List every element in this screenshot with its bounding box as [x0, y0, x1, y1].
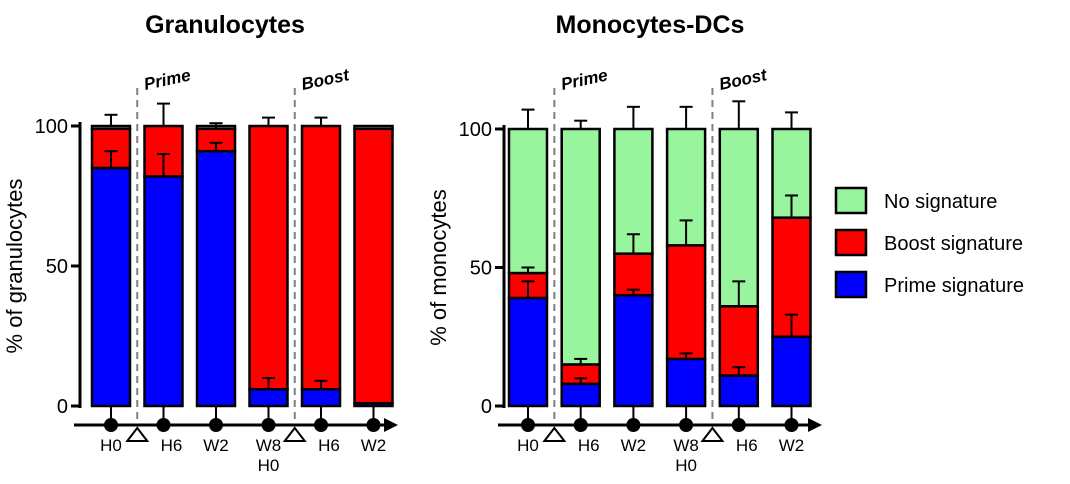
time-marker-label: Boost: [300, 65, 352, 94]
bar-segment-no-signature: [560, 127, 601, 366]
bar-segment-no-signature: [353, 124, 394, 131]
x-tick-label: H0: [100, 436, 122, 455]
x-tick-label: W2: [203, 436, 229, 455]
monocytes-panel: Monocytes-DCs % of monocytes 0 50 100 Prime Bo…: [426, 11, 822, 475]
bar-segment-prime-signature: [90, 166, 132, 408]
time-marker-label: Prime: [142, 66, 192, 94]
timepoint-dot-icon: [521, 418, 535, 432]
vaccination-triangle-icon: [282, 426, 307, 442]
vaccination-triangle-icon: [125, 426, 150, 442]
legend-swatch: [834, 186, 868, 215]
vaccination-triangle-icon: [700, 426, 725, 442]
timepoint-dot-icon: [573, 418, 588, 432]
bar-segment-prime-signature: [507, 296, 549, 408]
x-tick-sublabel: H0: [675, 456, 697, 475]
y-tick-label: 50: [470, 258, 492, 280]
y-tick-label: 100: [35, 116, 68, 138]
timepoint-dot-icon: [626, 418, 641, 432]
timepoint-dot-icon: [366, 418, 381, 432]
x-tick-label: H0: [517, 436, 539, 455]
legend-swatch: [834, 270, 868, 299]
bar-segment-boost-signature: [353, 127, 394, 405]
bar-segment-prime-signature: [143, 175, 184, 408]
timepoint-dot-icon: [679, 418, 694, 432]
legend-swatch: [834, 228, 868, 257]
x-tick-label: W2: [361, 436, 387, 455]
legend: No signature Boost signature Prime signatu…: [834, 186, 1024, 299]
bar-segment-no-signature: [613, 127, 654, 255]
y-tick-label: 50: [46, 256, 68, 278]
time-marker-label: Boost: [717, 65, 769, 94]
x-tick-label: H6: [161, 436, 183, 455]
bar-segment-prime-signature: [771, 335, 812, 408]
timepoint-dot-icon: [156, 418, 171, 432]
legend-label: Prime signature: [884, 275, 1024, 297]
x-tick-label: H6: [318, 436, 340, 455]
y-axis-label: % of granulocytes: [2, 179, 27, 354]
timepoint-dot-icon: [261, 418, 276, 432]
timepoint-dot-icon: [209, 418, 223, 432]
y-tick-label: 0: [481, 396, 492, 418]
timepoint-dot-icon: [731, 418, 746, 432]
bar-segment-no-signature: [718, 127, 760, 308]
y-tick-label: 100: [459, 119, 492, 141]
x-tick-label: W8: [256, 436, 282, 455]
x-tick-label: W2: [779, 436, 805, 455]
bar-segment-boost-signature: [665, 244, 707, 361]
x-tick-label: H6: [736, 436, 758, 455]
y-tick-label: 0: [57, 396, 68, 418]
bar-segment-boost-signature: [300, 124, 342, 391]
legend-label: No signature: [884, 191, 997, 213]
time-marker-label: Prime: [559, 66, 609, 94]
x-tick-sublabel: H0: [258, 456, 280, 475]
x-tick-label: W2: [621, 436, 647, 455]
chart-title: Granulocytes: [145, 11, 305, 39]
timeline-arrow-icon: [808, 418, 822, 432]
bar-segment-no-signature: [507, 127, 549, 275]
bar-segment-boost-signature: [613, 252, 654, 297]
timeline-arrow-icon: [384, 418, 398, 432]
x-tick-label: W8: [673, 436, 699, 455]
legend-label: Boost signature: [884, 233, 1023, 255]
bar-segment-boost-signature: [248, 124, 289, 391]
bar-segment-prime-signature: [248, 387, 289, 408]
timepoint-dot-icon: [784, 418, 799, 432]
bar-segment-prime-signature: [300, 387, 342, 408]
bar-segment-prime-signature: [195, 149, 237, 408]
bar-segment-prime-signature: [718, 374, 760, 408]
bar-segment-prime-signature: [613, 293, 654, 408]
bar-segment-prime-signature: [560, 382, 601, 408]
bar-segment-boost-signature: [718, 305, 760, 377]
granulocytes-panel: Granulocytes % of granulocytes 0 50 100 Prime…: [2, 11, 398, 475]
bar-segment-prime-signature: [665, 357, 707, 408]
bar-segment-no-signature: [90, 124, 132, 131]
timepoint-dot-icon: [314, 418, 328, 432]
x-tick-label: H6: [578, 436, 600, 455]
timepoint-dot-icon: [104, 418, 118, 432]
y-axis-label: % of monocytes: [426, 189, 451, 346]
vaccination-triangle-icon: [542, 426, 567, 442]
chart-title: Monocytes-DCs: [556, 11, 745, 39]
